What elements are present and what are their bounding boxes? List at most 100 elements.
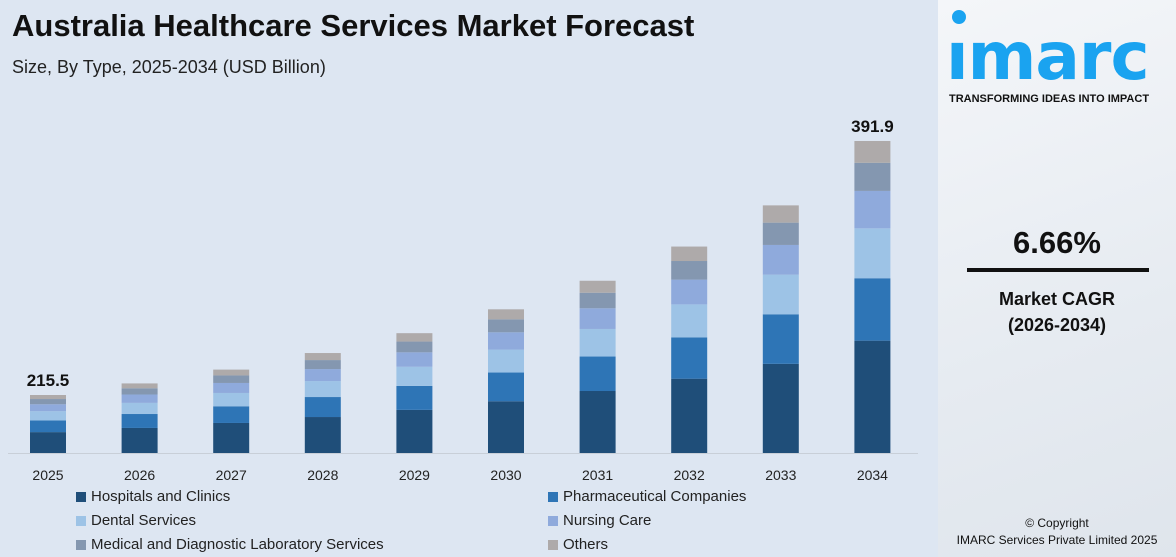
- x-tick-label: 2030: [490, 467, 521, 483]
- legend-swatch: [548, 515, 558, 526]
- x-tick-label: 2025: [32, 467, 63, 483]
- bar-segment-2031-others: [579, 280, 616, 293]
- x-tick-label: 2026: [124, 467, 155, 483]
- x-tick-label: 2031: [582, 467, 613, 483]
- bar-segment-2025-nursing-care: [30, 404, 66, 412]
- chart-subtitle: Size, By Type, 2025-2034 (USD Billion): [12, 57, 326, 77]
- bar-segment-2030-others: [488, 309, 524, 320]
- chart-title: Australia Healthcare Services Market For…: [12, 8, 695, 43]
- cagr-period: (2026-2034): [1007, 315, 1107, 335]
- bar-segment-2032-hospitals-and-clinics: [671, 378, 708, 453]
- bar-segment-2029-nursing-care: [396, 352, 433, 367]
- bar-segment-2031-medical-and-diagnostic-laboratory-services: [579, 292, 616, 309]
- bar-segment-2032-medical-and-diagnostic-laboratory-services: [671, 261, 708, 280]
- bar-segment-2032-dental-services: [671, 304, 708, 338]
- logo-dot-icon: [952, 10, 966, 24]
- legend-item: Pharmaceutical Companies: [548, 488, 746, 505]
- legend-item: Nursing Care: [548, 512, 651, 529]
- bar-segment-2027-medical-and-diagnostic-laboratory-services: [213, 375, 250, 383]
- x-tick-label: 2033: [765, 467, 796, 483]
- bar-segment-2033-nursing-care: [762, 244, 799, 275]
- bar-segment-2032-others: [671, 246, 708, 262]
- bar-segment-2029-hospitals-and-clinics: [396, 409, 433, 453]
- bar-segment-2026-others: [121, 383, 158, 389]
- bar-segment-2029-pharmaceutical-companies: [396, 385, 433, 410]
- bar-segment-2025-others: [30, 395, 66, 400]
- bar-segment-2033-others: [762, 205, 799, 223]
- bar-segment-2032-nursing-care: [671, 279, 708, 305]
- bar-segment-2034-medical-and-diagnostic-laboratory-services: [854, 162, 891, 191]
- bar-segment-2031-hospitals-and-clinics: [579, 391, 616, 453]
- bar-segment-2029-others: [396, 333, 433, 342]
- x-tick-label: 2027: [216, 467, 247, 483]
- bar-segment-2029-dental-services: [396, 366, 433, 386]
- bar-segment-2034-pharmaceutical-companies: [854, 278, 891, 341]
- legend-swatch: [548, 491, 558, 502]
- legend-swatch: [76, 515, 86, 526]
- bar-segment-2030-hospitals-and-clinics: [488, 401, 524, 453]
- bar-segment-2032-pharmaceutical-companies: [671, 337, 708, 379]
- x-tick-label: 2032: [674, 467, 705, 483]
- bar-segment-2027-others: [213, 369, 250, 376]
- copyright: © Copyright IMARC Services Private Limite…: [938, 515, 1176, 549]
- bar-segment-2027-hospitals-and-clinics: [213, 422, 250, 453]
- legend-label: Others: [563, 536, 609, 553]
- legend-item: Dental Services: [76, 512, 196, 529]
- total-label: 391.9: [851, 117, 894, 136]
- bar-segment-2025-pharmaceutical-companies: [30, 420, 66, 433]
- bar-segment-2030-pharmaceutical-companies: [488, 372, 524, 402]
- bar-segment-2027-pharmaceutical-companies: [213, 406, 250, 423]
- x-tick-label: 2034: [857, 467, 888, 483]
- bar-segment-2030-nursing-care: [488, 332, 524, 350]
- bar-segment-2034-hospitals-and-clinics: [854, 340, 891, 453]
- stacked-bar-chart: 2025 215.5 2026 2027 2028 2029 2030 2031 2032 203…: [8, 117, 918, 483]
- bar-segment-2026-nursing-care: [121, 394, 158, 403]
- bar-segment-2027-dental-services: [213, 392, 250, 407]
- x-tick-label: 2028: [307, 467, 338, 483]
- legend-label: Dental Services: [91, 512, 197, 529]
- bar-segment-2033-hospitals-and-clinics: [762, 363, 799, 453]
- legend-item: Others: [548, 536, 608, 553]
- bar-segment-2025-dental-services: [30, 411, 66, 421]
- bar-segment-2033-pharmaceutical-companies: [762, 314, 799, 364]
- bar-segment-2028-dental-services: [304, 381, 341, 398]
- bar-segment-2025-medical-and-diagnostic-laboratory-services: [30, 399, 66, 405]
- bar-segment-2034-others: [854, 141, 891, 163]
- bar-segment-2030-medical-and-diagnostic-laboratory-services: [488, 319, 524, 333]
- bar-segment-2031-dental-services: [579, 328, 616, 357]
- legend-label: Pharmaceutical Companies: [563, 488, 747, 505]
- copyright-line2: IMARC Services Private Limited 2025: [956, 533, 1158, 547]
- bar-segment-2028-nursing-care: [304, 369, 341, 382]
- bar-segment-2030-dental-services: [488, 349, 524, 373]
- cagr-value: 6.66%: [1013, 225, 1101, 260]
- legend-item: Medical and Diagnostic Laboratory Servic…: [76, 536, 384, 553]
- bar-segment-2033-medical-and-diagnostic-laboratory-services: [762, 222, 799, 245]
- bar-segment-2031-nursing-care: [579, 308, 616, 329]
- legend-label: Medical and Diagnostic Laboratory Servic…: [91, 536, 384, 553]
- bar-segment-2026-pharmaceutical-companies: [121, 414, 158, 428]
- bar-segment-2031-pharmaceutical-companies: [579, 356, 616, 392]
- bar-segment-2028-others: [304, 353, 341, 361]
- logo-tagline: TRANSFORMING IDEAS INTO IMPACT: [949, 93, 1150, 105]
- bar-segment-2026-medical-and-diagnostic-laboratory-services: [121, 388, 158, 395]
- legend-swatch: [548, 539, 558, 550]
- cagr-label: Market CAGR (2026-2034): [938, 286, 1176, 338]
- bar-segment-2029-medical-and-diagnostic-laboratory-services: [396, 341, 433, 353]
- bar-segment-2028-pharmaceutical-companies: [304, 397, 341, 418]
- legend-swatch: [76, 491, 86, 502]
- legend-label: Hospitals and Clinics: [91, 488, 231, 505]
- bar-segment-2034-dental-services: [854, 228, 891, 279]
- bar-segment-2034-nursing-care: [854, 190, 891, 229]
- bar-segment-2025-hospitals-and-clinics: [30, 432, 66, 453]
- total-label: 215.5: [27, 371, 70, 390]
- bar-segment-2028-hospitals-and-clinics: [304, 417, 341, 453]
- divider: [967, 268, 1149, 272]
- bar-segment-2026-dental-services: [121, 402, 158, 415]
- bar-segment-2033-dental-services: [762, 274, 799, 315]
- cagr-label-text: Market CAGR: [998, 289, 1116, 309]
- bar-segment-2026-hospitals-and-clinics: [121, 427, 158, 453]
- copyright-line1: © Copyright: [1025, 516, 1089, 530]
- legend-swatch: [76, 539, 86, 550]
- brand-panel: ımarc TRANSFORMING IDEAS INTO IMPACT 6.6…: [938, 0, 1176, 557]
- x-tick-label: 2029: [399, 467, 430, 483]
